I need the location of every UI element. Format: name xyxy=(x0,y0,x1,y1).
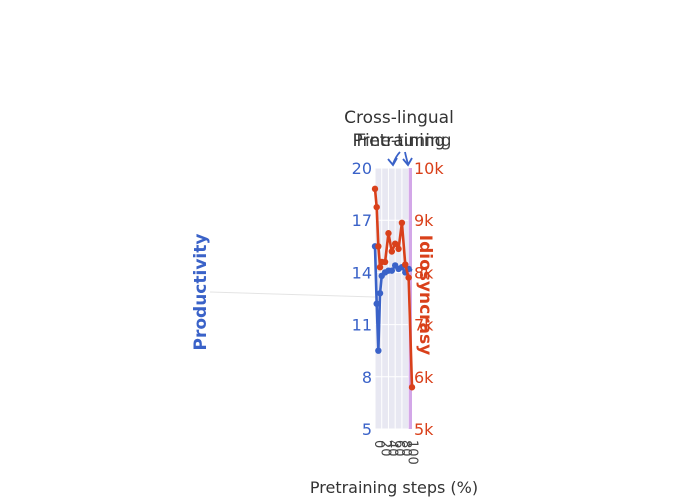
data-point-idiosyncrasy xyxy=(391,240,399,247)
data-point-idiosyncrasy xyxy=(371,185,379,193)
y-right-tick-label: 7k xyxy=(414,316,434,335)
arrowhead-pretraining xyxy=(387,157,398,167)
data-point-productivity xyxy=(373,300,380,307)
data-point-idiosyncrasy xyxy=(375,243,382,250)
y-left-tick-label: 17 xyxy=(352,211,372,230)
data-point-productivity xyxy=(376,290,384,297)
y-right-tick-label: 8k xyxy=(414,263,434,282)
data-point-productivity xyxy=(375,347,382,354)
data-point-idiosyncrasy xyxy=(402,261,409,268)
y-right-tick-label: 5k xyxy=(414,420,434,439)
x-axis-title: Pretraining steps (%) xyxy=(310,478,478,497)
data-point-idiosyncrasy xyxy=(381,258,389,266)
y-right-tick-label: 10k xyxy=(414,159,444,178)
y-left-tick-label: 8 xyxy=(362,368,372,387)
data-point-idiosyncrasy xyxy=(388,248,396,255)
y-left-tick-label: 14 xyxy=(352,263,372,282)
annotation-pretraining: Pretraining xyxy=(353,131,446,151)
arrow-fine-tuning xyxy=(404,151,409,165)
annotation-fine-tuning: Fine-tuning xyxy=(356,131,451,151)
x-tick-label: 60 xyxy=(391,440,406,457)
data-point-idiosyncrasy xyxy=(398,219,406,227)
stray-line xyxy=(209,291,376,298)
y-left-tick-label: 5 xyxy=(362,420,372,439)
data-point-idiosyncrasy xyxy=(405,274,412,281)
series xyxy=(371,185,416,391)
y-right-tick-label: 9k xyxy=(414,211,434,230)
y-right-tick-label: 6k xyxy=(414,368,434,387)
data-point-idiosyncrasy xyxy=(408,384,416,391)
y-left-tick-label: 20 xyxy=(352,159,372,178)
grid xyxy=(374,167,412,430)
y-left-axis-title: Productivity xyxy=(191,234,211,351)
x-tick-label: 40 xyxy=(384,440,399,457)
data-point-idiosyncrasy xyxy=(385,230,392,237)
x-tick-label: 0 xyxy=(371,440,386,448)
x-tick-label: 100 xyxy=(405,440,420,465)
data-point-idiosyncrasy xyxy=(373,203,380,211)
data-point-idiosyncrasy xyxy=(376,263,384,271)
data-point-productivity xyxy=(388,267,396,274)
arrowhead-fine-tuning xyxy=(402,157,413,167)
x-tick-label: 20 xyxy=(378,440,393,457)
y-left-tick-label: 11 xyxy=(352,316,372,335)
y-right-axis-title: Idiosyncrasy xyxy=(415,235,435,355)
x-tick-label: 80 xyxy=(398,440,413,457)
series-line-idiosyncrasy xyxy=(373,188,414,388)
data-point-idiosyncrasy xyxy=(395,245,402,253)
annotation-cross-lingual: Cross-lingual xyxy=(344,108,454,128)
